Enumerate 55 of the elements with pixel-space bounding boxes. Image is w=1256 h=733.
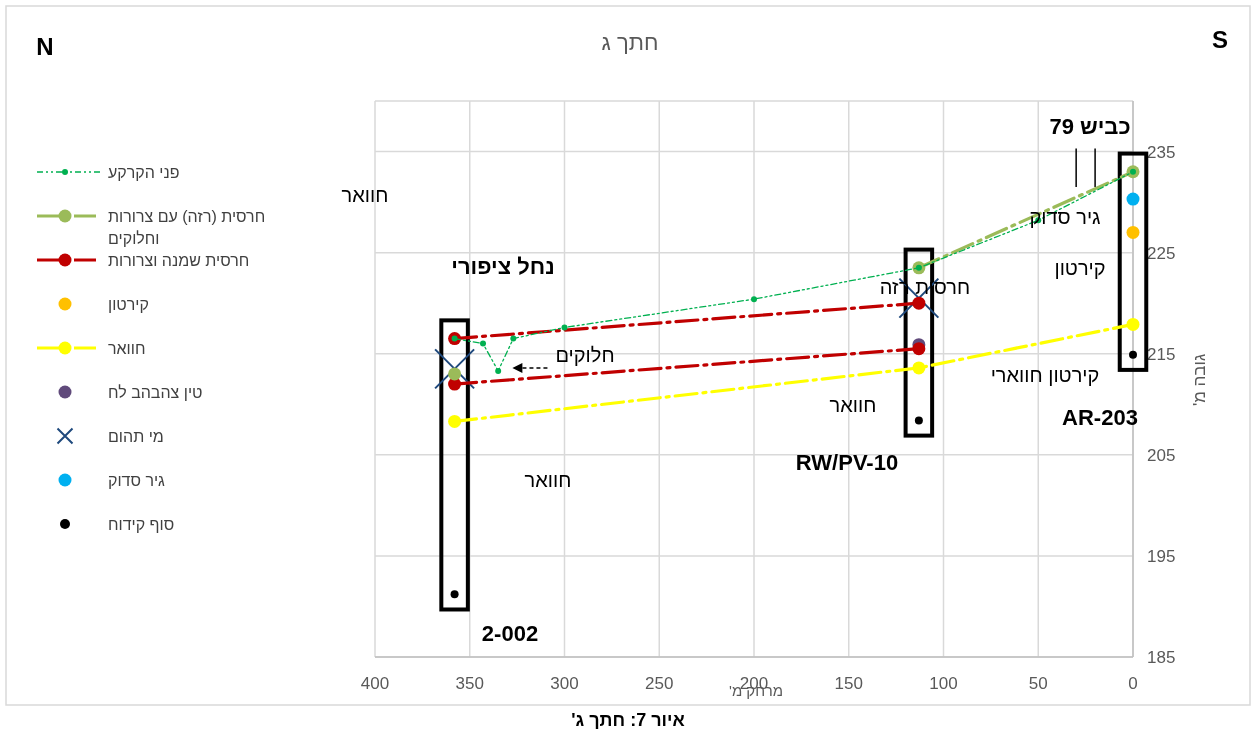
legend-label: פני הקרקע xyxy=(108,164,180,181)
y-tick-label: 225 xyxy=(1147,243,1176,263)
legend-label: חוואר xyxy=(108,340,146,357)
legend-label: גיר סדוק xyxy=(108,472,166,489)
y-tick-label: 195 xyxy=(1147,546,1176,566)
x-tick-label: 0 xyxy=(1128,674,1138,693)
x-tick-label: 400 xyxy=(360,674,390,693)
annotation: כביש 79 xyxy=(1049,114,1131,139)
legend-label: סוף קידוח xyxy=(108,516,175,533)
point xyxy=(510,335,517,342)
y-tick-label: 215 xyxy=(1147,344,1176,364)
annotation: חוואר xyxy=(524,469,572,491)
y-tick-label: 185 xyxy=(1147,648,1176,667)
point xyxy=(1126,192,1140,206)
point xyxy=(1126,225,1140,239)
point xyxy=(1126,317,1140,331)
x-tick-label: 250 xyxy=(645,674,674,693)
point xyxy=(912,361,926,375)
text: N xyxy=(36,33,54,60)
point xyxy=(912,296,926,310)
point xyxy=(561,324,568,331)
point xyxy=(480,340,487,347)
point xyxy=(912,342,926,356)
legend-label: מי תהום xyxy=(108,428,164,445)
legend-label: קירטון xyxy=(108,296,149,313)
y-tick-label: 235 xyxy=(1147,142,1176,162)
annotation: RW/PV-10 xyxy=(795,450,899,475)
point xyxy=(751,296,757,303)
point xyxy=(450,590,459,599)
x-tick-label: 100 xyxy=(929,674,958,693)
point xyxy=(1129,350,1137,359)
x-tick-label: 50 xyxy=(1028,674,1048,693)
annotation: חוואר xyxy=(341,184,389,206)
x-tick-label: 350 xyxy=(455,674,484,693)
annotation: AR-203 xyxy=(1062,405,1138,430)
point xyxy=(914,416,923,425)
annotation: חוואר xyxy=(829,394,877,416)
point xyxy=(495,367,502,374)
point xyxy=(448,367,462,381)
chart-title: חתך ג xyxy=(601,30,659,55)
legend-label: חרסית (רזה) עם צרורות וחלוקים xyxy=(108,208,266,247)
text: איור 7: חתך ג' xyxy=(571,710,685,730)
annotation: נחל ציפורי xyxy=(451,254,555,279)
annotation: 2-002 xyxy=(481,621,539,646)
annotation: חלוקים xyxy=(555,344,615,366)
legend-label: חרסית שמנה וצרורות xyxy=(108,252,250,269)
legend-label: טין צהבהב לח xyxy=(108,384,203,401)
point xyxy=(448,414,462,428)
x-tick-label: 300 xyxy=(550,674,579,693)
annotation: קירטון חווארי xyxy=(990,364,1100,386)
text: S xyxy=(1211,26,1229,53)
x-tick-label: 150 xyxy=(834,674,863,693)
annotation: קירטון xyxy=(1054,257,1106,279)
y-tick-label: 205 xyxy=(1147,445,1176,465)
y-axis-title: גובה מ' xyxy=(1190,353,1209,407)
